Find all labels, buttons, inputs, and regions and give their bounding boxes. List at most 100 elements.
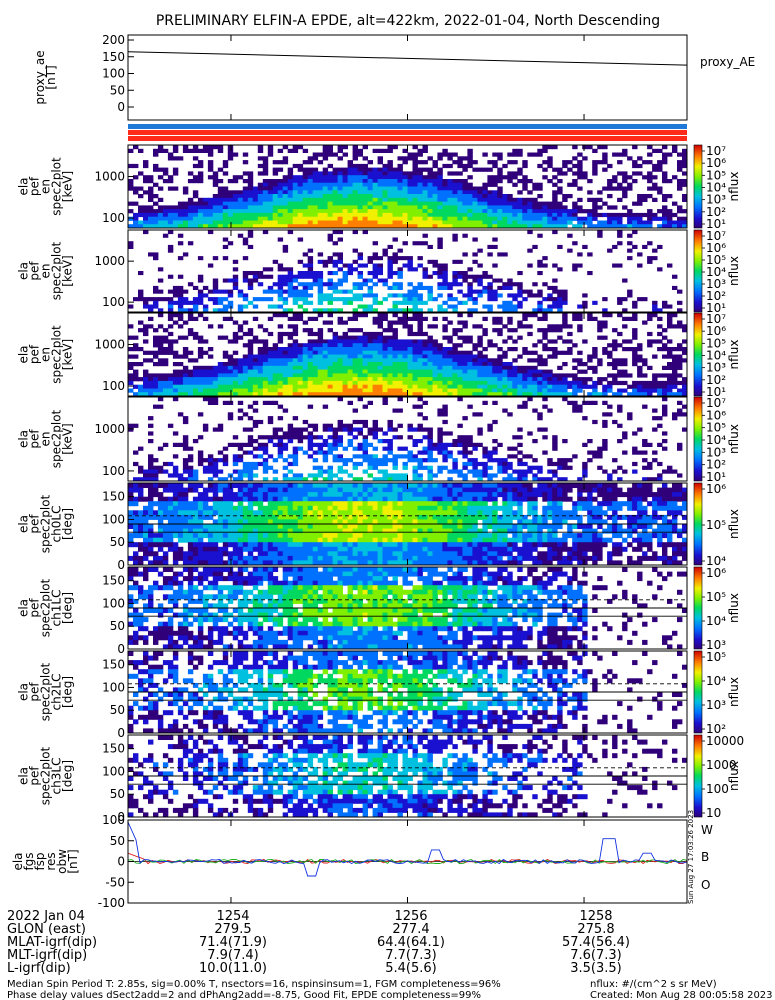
spectrogram-cell <box>437 347 443 352</box>
spectrogram-cell <box>282 201 289 206</box>
spectrogram-cell <box>537 271 543 276</box>
spectrogram-cell <box>242 362 249 367</box>
spectrogram-cell <box>442 362 448 367</box>
spectrogram-cell <box>382 454 388 459</box>
spectrogram-cell <box>427 324 433 329</box>
spectrogram-cell <box>672 148 678 153</box>
spectrogram-cell <box>327 297 333 302</box>
spectrogram-cell <box>527 358 533 363</box>
spectrogram-cell <box>222 380 229 386</box>
spectrogram-cell <box>517 435 523 440</box>
spectrogram-cell <box>302 343 309 348</box>
spectrogram-cell <box>527 392 533 397</box>
spectrogram-cell <box>467 216 473 221</box>
spectrogram-cell <box>412 156 418 161</box>
spectrogram-cell <box>262 469 269 474</box>
spectrogram-cell <box>382 373 388 378</box>
spectrogram-cell <box>442 274 448 279</box>
spectrogram-cell <box>367 171 373 176</box>
spectrogram-cell <box>172 454 179 459</box>
spectrogram-cell <box>522 224 528 229</box>
spectrogram-cell <box>202 220 209 225</box>
spectrogram-cell <box>167 377 174 382</box>
spectrogram-cell <box>522 454 528 459</box>
spectrogram-cell <box>197 179 204 184</box>
spectrogram-cell <box>322 308 329 313</box>
spectrogram-cell <box>467 289 473 294</box>
spectrogram-cell <box>367 373 373 378</box>
spectrogram-cell <box>652 408 658 413</box>
spectrogram-cell <box>477 194 483 199</box>
spectrogram-cell <box>607 354 613 359</box>
spectrogram-cell <box>372 282 378 287</box>
spectrogram-cell <box>252 216 259 221</box>
spectrogram-cell <box>302 369 309 374</box>
spectrogram-cell <box>632 313 638 318</box>
spectrogram-cell <box>297 343 304 348</box>
spectrogram-cell <box>327 354 333 359</box>
spectrogram-cell <box>157 324 164 329</box>
spectrogram-cell <box>412 380 418 386</box>
spectrogram-cell <box>153 501 159 507</box>
spectrogram-cell <box>637 171 643 176</box>
spectrogram-cell <box>357 373 363 378</box>
spectrogram-cell <box>457 182 463 187</box>
spectrogram-cell <box>162 328 169 333</box>
spectrogram-cell <box>362 435 368 440</box>
spectrogram-cell <box>182 289 189 294</box>
spectrogram-cell <box>167 537 174 543</box>
spectrogram-cell <box>652 377 658 382</box>
spectrogram-cell <box>647 194 653 199</box>
spectrogram-cell <box>357 388 363 393</box>
spectrogram-cell <box>512 446 518 451</box>
spectrogram-cell <box>347 300 353 305</box>
spectrogram-cell <box>277 335 284 340</box>
spectrogram-cell <box>347 289 353 294</box>
spectrogram-cell <box>222 308 229 313</box>
spectrogram-cell <box>352 347 358 352</box>
spectrogram-cell <box>292 313 299 318</box>
spectrogram-cell <box>232 259 239 264</box>
spectrogram-cell <box>512 328 518 333</box>
spectrogram-cell <box>312 392 319 397</box>
spectrogram-cell <box>282 458 289 463</box>
spectrogram-cell <box>517 377 523 382</box>
spectrogram-cell <box>492 237 498 242</box>
spectrogram-cell <box>182 186 189 191</box>
spectrogram-cell <box>237 212 244 218</box>
spectrogram-cell <box>572 380 578 386</box>
spectrogram-cell <box>557 304 563 309</box>
spectrogram-cell <box>292 473 299 478</box>
spectrogram-cell <box>247 182 254 187</box>
spectrogram-cell <box>582 369 588 374</box>
spectrogram-cell <box>432 263 438 268</box>
spectrogram-cell <box>242 278 249 283</box>
spectrogram-cell <box>517 384 523 389</box>
spectrogram-cell <box>372 373 378 378</box>
spectrogram-cell <box>607 186 613 191</box>
spectrogram-cell <box>267 216 274 221</box>
spectrogram-cell <box>362 469 368 474</box>
spectrogram-cell <box>317 171 324 176</box>
spectrogram-cell <box>272 469 279 474</box>
spectrogram-cell <box>487 209 493 214</box>
spectrogram-cell <box>222 365 229 370</box>
spectrogram-cell <box>212 465 219 470</box>
spectrogram-cell <box>642 362 648 367</box>
spectrogram-cell <box>287 347 294 352</box>
spectrogram-cell <box>392 220 398 225</box>
spectrogram-cell <box>272 380 279 386</box>
spectrogram-cell <box>302 216 309 221</box>
spectrogram-cell <box>627 182 633 187</box>
spectrogram-cell <box>302 328 309 333</box>
spectrogram-cell <box>552 190 558 195</box>
spectrogram-cell <box>442 392 448 397</box>
spectrogram-cell <box>322 179 329 184</box>
spectrogram-cell <box>212 496 219 502</box>
spectrogram-cell <box>257 454 264 459</box>
spectrogram-cell <box>357 171 363 176</box>
spectrogram-cell <box>562 313 568 318</box>
spectrogram-cell <box>357 271 363 276</box>
spectrogram-cell <box>242 212 249 218</box>
spectrogram-cell <box>307 224 314 229</box>
